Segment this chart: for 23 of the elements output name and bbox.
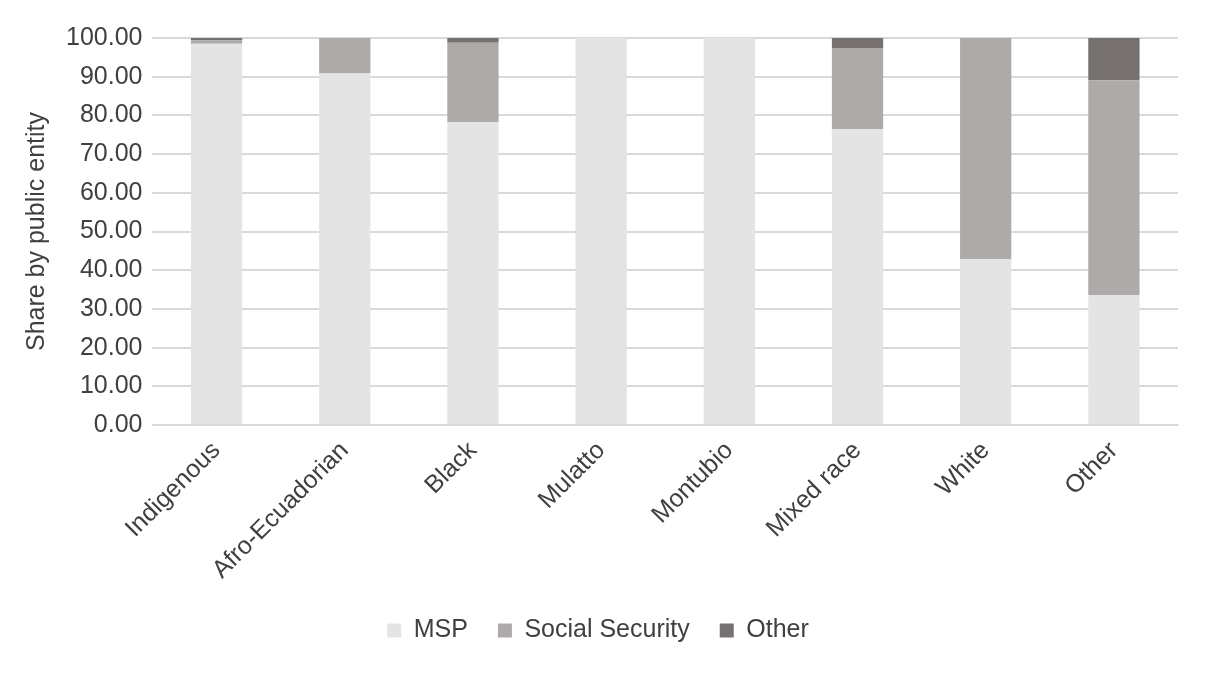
- y-tick-label: 40.00: [79, 254, 143, 283]
- y-tick-label: 80.00: [79, 99, 143, 128]
- bar: [831, 38, 884, 49]
- y-axis-title: Share by public entity: [20, 111, 49, 352]
- y-tick-label: 60.00: [79, 176, 143, 205]
- bar: [447, 38, 499, 43]
- legend-label: Social Security: [524, 614, 691, 643]
- y-tick-label: 50.00: [79, 215, 143, 244]
- legend-label: Other: [746, 614, 809, 643]
- bar: [831, 48, 884, 129]
- y-tick-label: 70.00: [79, 138, 143, 166]
- legend-label: MSP: [413, 614, 468, 643]
- bar: [1088, 38, 1140, 81]
- y-tick-label: 100.00: [66, 21, 143, 50]
- y-tick-label: 10.00: [79, 370, 143, 399]
- y-tick-label: 0.00: [93, 408, 143, 437]
- y-tick-label: 90.00: [79, 60, 143, 89]
- y-tick-label: 20.00: [79, 331, 143, 360]
- bar: [960, 38, 1012, 259]
- bar: [447, 42, 499, 122]
- bar: [319, 38, 371, 74]
- y-tick-label: 30.00: [79, 292, 143, 321]
- bar: [1088, 80, 1140, 295]
